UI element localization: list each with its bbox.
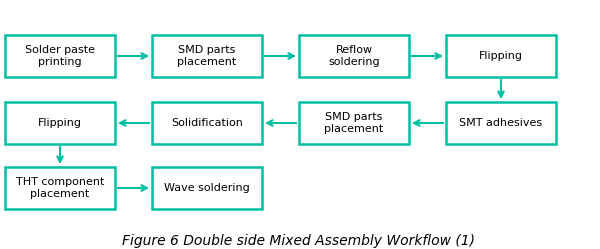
Text: THT component
placement: THT component placement — [16, 177, 104, 199]
FancyBboxPatch shape — [5, 102, 115, 144]
FancyBboxPatch shape — [5, 167, 115, 209]
FancyBboxPatch shape — [152, 35, 262, 77]
FancyBboxPatch shape — [299, 102, 409, 144]
FancyBboxPatch shape — [299, 35, 409, 77]
FancyBboxPatch shape — [446, 35, 556, 77]
FancyBboxPatch shape — [446, 102, 556, 144]
Text: Figure 6 Double side Mixed Assembly Workflow (1): Figure 6 Double side Mixed Assembly Work… — [121, 234, 475, 248]
Text: Flipping: Flipping — [479, 51, 523, 61]
Text: SMT adhesives: SMT adhesives — [460, 118, 542, 128]
Text: Reflow
soldering: Reflow soldering — [328, 45, 380, 67]
Text: Solidification: Solidification — [171, 118, 243, 128]
FancyBboxPatch shape — [152, 167, 262, 209]
Text: Flipping: Flipping — [38, 118, 82, 128]
FancyBboxPatch shape — [152, 102, 262, 144]
Text: SMD parts
placement: SMD parts placement — [178, 45, 236, 67]
Text: SMD parts
placement: SMD parts placement — [325, 112, 383, 134]
Text: Solder paste
printing: Solder paste printing — [25, 45, 95, 67]
Text: Wave soldering: Wave soldering — [164, 183, 250, 193]
FancyBboxPatch shape — [5, 35, 115, 77]
